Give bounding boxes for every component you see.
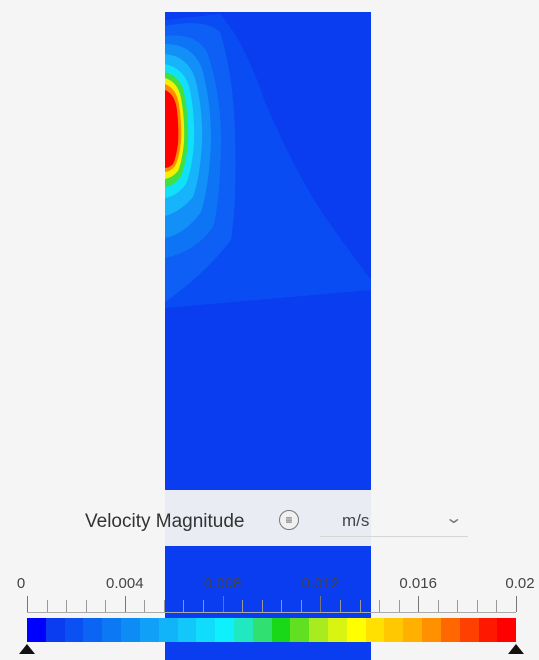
minor-tick [105, 600, 107, 612]
colorbar-segment [27, 618, 46, 642]
contour-band-red [165, 90, 179, 168]
minor-tick [281, 600, 283, 612]
minor-tick [85, 600, 87, 612]
unit-dropdown[interactable]: m/s ⌄ [320, 500, 468, 537]
minor-tick [379, 600, 381, 612]
tick-label: 0.012 [301, 575, 340, 592]
major-tick [418, 596, 420, 612]
minor-tick [437, 600, 439, 612]
minor-tick [203, 600, 205, 612]
minor-tick [242, 600, 244, 612]
minor-tick [163, 600, 165, 612]
scale-axis [27, 612, 516, 613]
minor-tick [46, 600, 48, 612]
colorbar-segment [497, 618, 517, 642]
colorbar-segment [459, 618, 479, 642]
colorbar-segment [177, 618, 197, 642]
minor-tick [66, 600, 68, 612]
colorbar-segment [252, 618, 272, 642]
minor-tick [359, 600, 361, 612]
colorbar [27, 618, 517, 642]
minor-tick [339, 600, 341, 612]
colorbar-segment [102, 618, 122, 642]
chevron-down-icon: ⌄ [443, 510, 463, 527]
colorbar-segment [365, 618, 385, 642]
tick-label: 0.016 [399, 575, 437, 592]
major-tick [27, 596, 28, 612]
colorbar-segment [403, 618, 423, 642]
colorbar-segment [64, 618, 84, 642]
major-tick [320, 596, 322, 612]
simulation-viewport[interactable] [165, 12, 371, 660]
major-tick [516, 596, 517, 612]
color-scale: 0 0.004 0.008 0.012 0.016 0.02 [0, 566, 539, 660]
tick-label: 0.02 [505, 575, 535, 592]
minor-tick [300, 600, 302, 612]
legend-header: Velocity Magnitude ≡ m/s ⌄ [0, 490, 539, 550]
colorbar-segment [328, 618, 347, 642]
legend-title: Velocity Magnitude [85, 511, 245, 532]
menu-icon[interactable]: ≡ [279, 510, 299, 530]
colorbar-segment [478, 618, 498, 642]
colorbar-segment [215, 618, 234, 642]
colorbar-segment [158, 618, 178, 642]
unit-value: m/s [342, 511, 370, 530]
major-tick [124, 596, 126, 612]
minor-tick [398, 600, 400, 612]
minor-tick [261, 600, 263, 612]
colorbar-segment [271, 618, 291, 642]
colorbar-segment [290, 618, 310, 642]
major-tick [222, 596, 224, 612]
minor-tick [144, 600, 146, 612]
minor-tick [496, 600, 498, 612]
tick-label: 0.008 [203, 575, 242, 592]
colorbar-segment [233, 618, 253, 642]
colorbar-segment [384, 618, 404, 642]
colorbar-segment [346, 618, 366, 642]
minor-tick [457, 600, 459, 612]
colorbar-segment [196, 618, 216, 642]
range-min-handle[interactable] [19, 644, 35, 654]
tick-label: 0 [16, 575, 26, 592]
minor-tick [476, 600, 478, 612]
colorbar-segment [309, 618, 328, 642]
colorbar-segment [139, 618, 159, 642]
tick-label: 0.004 [106, 575, 144, 592]
range-max-handle[interactable] [508, 644, 524, 654]
minor-tick [183, 600, 185, 612]
colorbar-segment [121, 618, 140, 642]
colorbar-segment [422, 618, 441, 642]
colorbar-segment [45, 618, 65, 642]
colorbar-segment [83, 618, 103, 642]
colorbar-segment [440, 618, 460, 642]
velocity-contour-plot [165, 12, 371, 660]
